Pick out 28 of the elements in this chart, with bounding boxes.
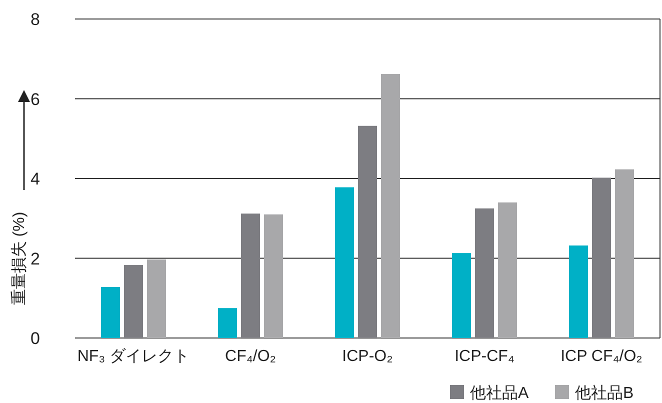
y-tick-label: 6 <box>30 90 40 109</box>
y-tick-label: 4 <box>30 170 40 188</box>
bar <box>147 259 166 338</box>
y-tick-label: 8 <box>30 10 40 29</box>
bar <box>101 286 120 338</box>
x-tick-label: NF₃ ダイレクト <box>77 348 190 365</box>
bar <box>569 245 588 338</box>
bar <box>381 74 400 338</box>
legend-label: 他社品B <box>575 384 634 402</box>
bar <box>615 169 634 338</box>
y-tick-label: 0 <box>30 329 40 348</box>
y-axis-title: 重量損失 (%) <box>10 212 28 306</box>
bar <box>452 253 471 338</box>
bar <box>335 187 354 338</box>
bar <box>218 308 237 338</box>
bar <box>475 208 494 338</box>
legend-label: 他社品A <box>470 384 529 402</box>
x-tick-label: CF₄/O₂ <box>225 348 276 365</box>
x-tick-label: ICP-CF₄ <box>454 348 514 365</box>
x-tick-label: ICP CF₄/O₂ <box>560 348 642 365</box>
y-tick-label: 2 <box>30 249 40 268</box>
bar <box>241 214 260 338</box>
bar <box>124 265 143 338</box>
x-tick-label: ICP-O₂ <box>342 348 393 365</box>
bar <box>498 202 517 338</box>
bar <box>264 214 283 338</box>
bar <box>592 178 611 338</box>
bar <box>358 126 377 338</box>
